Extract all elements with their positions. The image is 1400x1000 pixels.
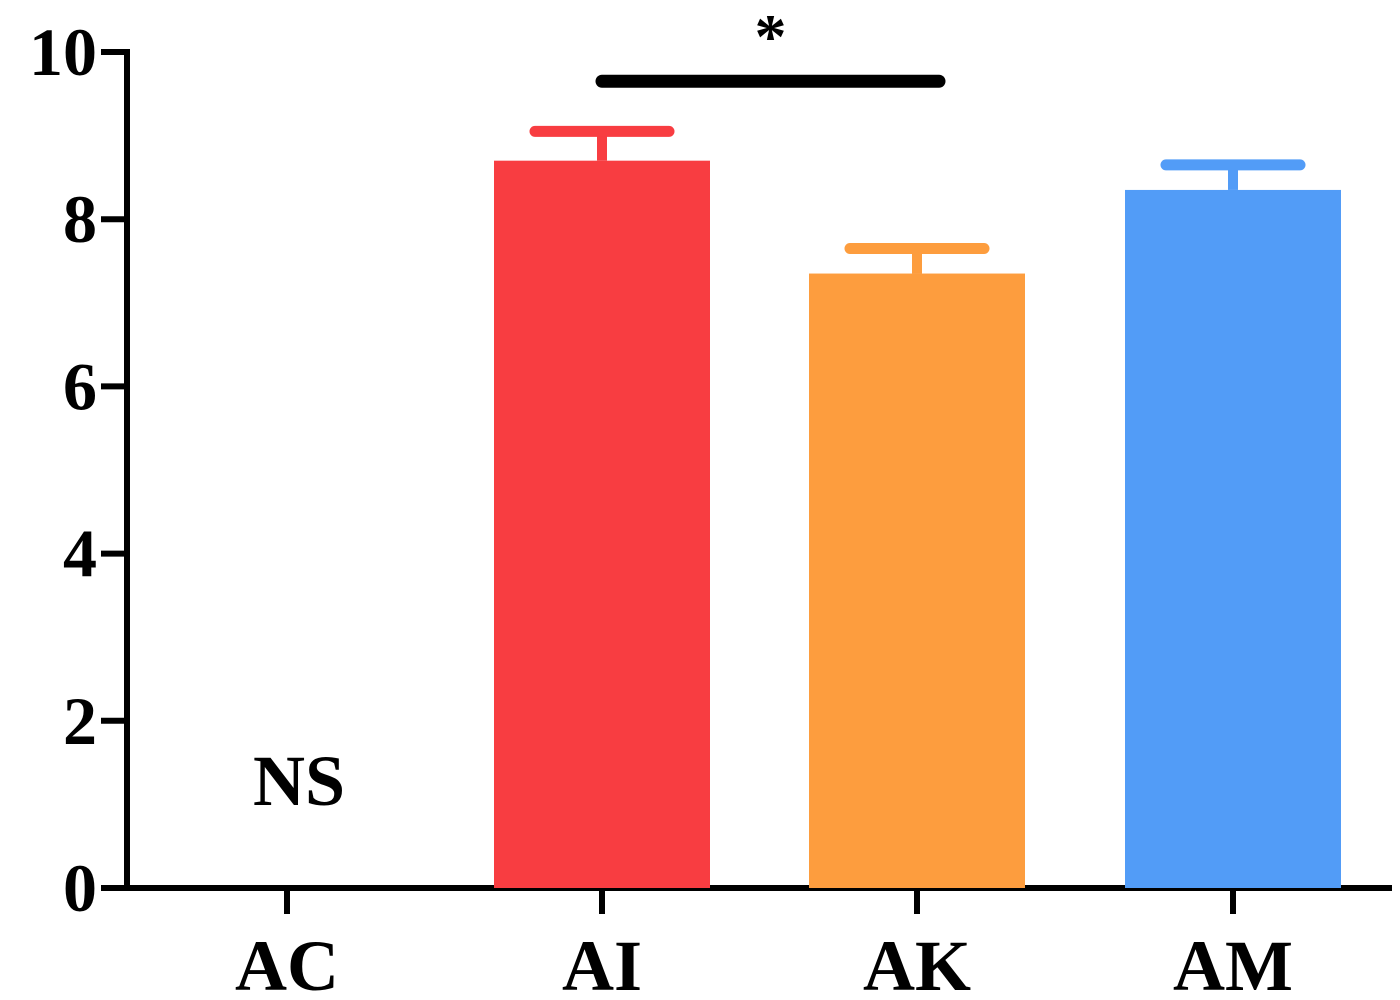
error-bars (529, 125, 1306, 274)
y-tick-label: 8 (63, 181, 97, 257)
ns-label: NS (253, 741, 345, 821)
y-tick-label: 6 (63, 348, 97, 424)
annotations: NS * (253, 1, 946, 821)
y-tick-label: 10 (29, 14, 97, 90)
bars (494, 160, 1341, 888)
x-category-label: AM (1173, 926, 1293, 1000)
y-tick-label: 0 (63, 850, 97, 926)
x-category-label: AC (235, 926, 339, 1000)
x-axis-categories: AC AI AK AM (235, 888, 1293, 1000)
x-category-label: AI (562, 926, 642, 1000)
bar-ak (809, 273, 1025, 888)
bar-am (1125, 189, 1341, 888)
bar-ai (494, 160, 710, 888)
y-tick-label: 4 (63, 516, 97, 592)
error-bar-ak (844, 242, 990, 274)
y-axis-ticks: 0 2 4 6 8 10 (29, 14, 127, 926)
error-bar-am (1160, 159, 1306, 190)
y-tick-label: 2 (63, 683, 97, 759)
error-bar-ai (529, 125, 675, 161)
significance-star: * (755, 1, 787, 72)
x-category-label: AK (863, 926, 971, 1000)
